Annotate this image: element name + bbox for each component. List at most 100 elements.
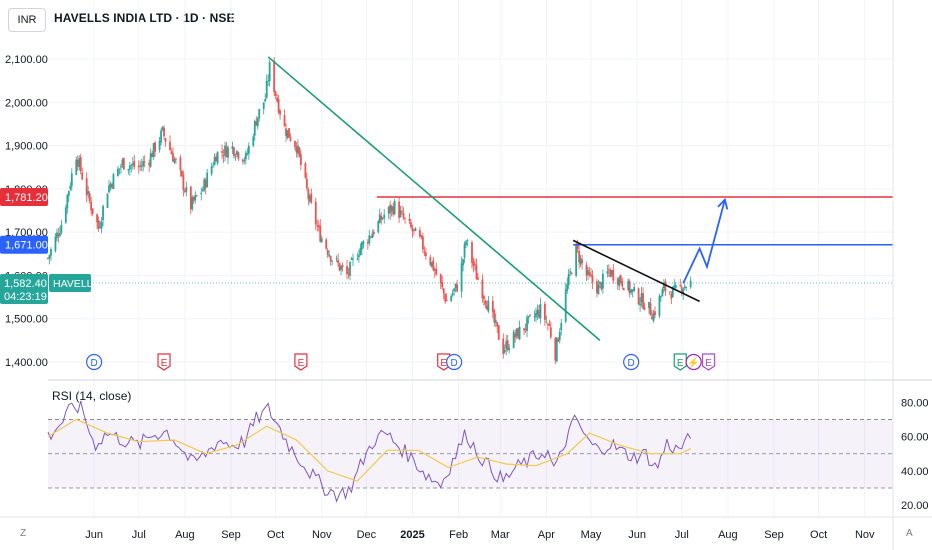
candle-body — [599, 281, 601, 284]
candle-body — [435, 268, 438, 275]
candle-body — [172, 153, 174, 162]
candle-body — [81, 172, 84, 180]
last-price-tag — [0, 274, 48, 305]
candle-body — [295, 146, 298, 153]
candle-body — [487, 300, 490, 312]
candle-body — [398, 201, 400, 218]
resistance-price-tag — [0, 187, 48, 206]
candle-body — [262, 102, 265, 109]
currency-button[interactable]: INR — [8, 8, 46, 32]
candle-body — [682, 289, 685, 294]
candle-body — [441, 281, 444, 288]
rsi-line — [47, 400, 692, 503]
symbol-label: HAVELLS — [53, 278, 100, 290]
candle-body — [227, 147, 229, 158]
candle-body — [59, 232, 61, 237]
candle-body — [149, 153, 152, 167]
candle-body — [366, 242, 369, 244]
candle-body — [90, 201, 93, 211]
candle-body — [50, 249, 52, 256]
candle-body — [607, 269, 610, 271]
candle-body — [191, 197, 194, 209]
candle-body — [286, 130, 289, 138]
candle-body — [424, 252, 427, 257]
candle-body — [289, 137, 292, 141]
candle-body — [602, 273, 604, 289]
candle-body — [127, 169, 130, 171]
candle-body — [517, 328, 520, 339]
auto-scale-button[interactable]: A — [906, 528, 913, 539]
candle-body — [87, 191, 90, 194]
candle-body — [433, 269, 436, 271]
candle-body — [78, 158, 81, 168]
candle-body — [60, 224, 63, 233]
candle-body — [170, 151, 173, 155]
rsi-tick-label: 80.00 — [901, 397, 929, 409]
candle-body — [358, 255, 360, 258]
candle-body — [319, 225, 322, 242]
candle-body — [466, 240, 469, 241]
candle-body — [618, 277, 621, 287]
candle-body — [581, 259, 583, 264]
candle-body — [252, 136, 255, 146]
candle-body — [491, 301, 494, 312]
candle-body — [560, 323, 563, 331]
candle-body — [538, 310, 540, 318]
wedge-top-trendline — [572, 239, 700, 303]
earnings-marker — [673, 353, 687, 371]
candle-body — [482, 296, 485, 300]
dividend-marker — [446, 353, 463, 371]
candle-body — [203, 179, 206, 191]
candle-body — [610, 270, 613, 276]
candle-body — [465, 241, 467, 246]
candle-body — [325, 239, 328, 249]
candle-body — [506, 340, 509, 351]
z-button[interactable]: Z — [20, 528, 27, 539]
candle-body — [664, 281, 667, 292]
candle-body — [429, 257, 432, 265]
price-tick-label: 2,100.00 — [5, 54, 48, 66]
candle-body — [317, 225, 320, 228]
candle-body — [514, 334, 517, 338]
candle-body — [118, 168, 121, 170]
candle-body — [508, 347, 511, 350]
candle-body — [352, 258, 354, 260]
time-tick-label: Nov — [312, 529, 332, 541]
candle-body — [554, 337, 557, 361]
candle-body — [285, 128, 287, 136]
candle-body — [255, 121, 258, 126]
candle-body — [234, 156, 237, 158]
candle-body — [570, 272, 573, 275]
price-tick-label: 2,000.00 — [5, 97, 48, 109]
time-tick-label: Aug — [175, 529, 195, 541]
candle-body — [175, 158, 177, 160]
candle-body — [413, 229, 415, 231]
candle-body — [216, 151, 219, 164]
candle-body — [475, 265, 478, 280]
candle-body — [360, 242, 363, 250]
candle-body — [47, 257, 49, 259]
candle-body — [164, 138, 167, 142]
candle-body — [566, 284, 569, 291]
candle-body — [627, 280, 630, 291]
last-price-value: 1,582.40 — [4, 278, 47, 290]
candle-body — [411, 227, 414, 232]
split-marker-label: ⚡ — [687, 356, 699, 369]
candle-body — [404, 218, 406, 219]
time-tick-label: Jun — [628, 529, 646, 541]
candle-body — [505, 341, 508, 349]
candle-body — [463, 243, 466, 258]
candle-body — [442, 288, 445, 294]
candle-body — [392, 206, 395, 215]
candle-body — [564, 289, 567, 322]
candle-body — [369, 236, 372, 238]
rsi-tick-label: 20.00 — [901, 500, 929, 512]
candle-body — [576, 243, 579, 250]
candle-body — [423, 251, 426, 253]
candle-body — [54, 236, 57, 251]
time-tick-label: Sep — [221, 529, 241, 541]
candle-body — [356, 258, 359, 260]
candle-body — [399, 210, 402, 217]
candle-body — [453, 288, 456, 292]
